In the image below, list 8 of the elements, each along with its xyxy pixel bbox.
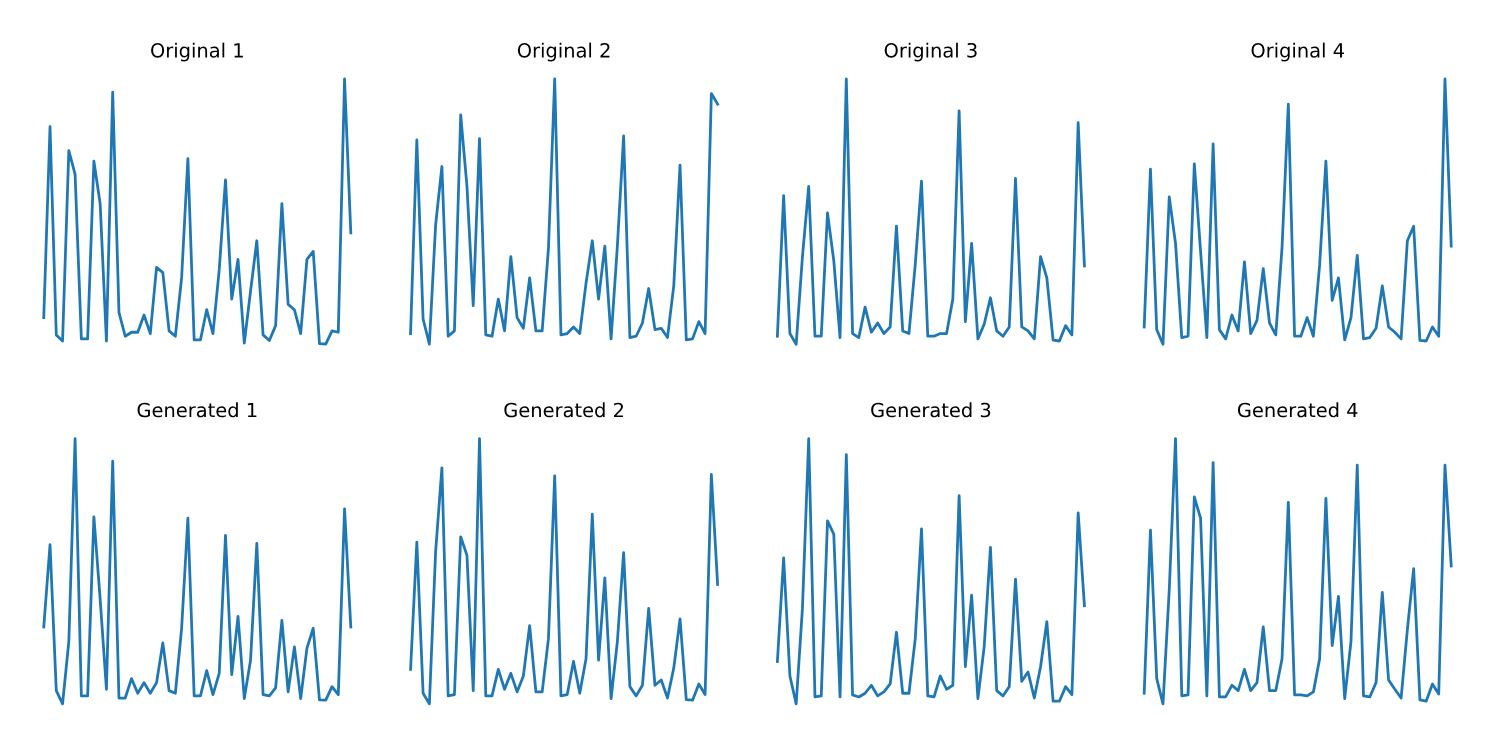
chart-title: Generated 4 — [1237, 402, 1358, 418]
chart-title: Original 3 — [884, 42, 977, 62]
chart-title: Original 2 — [517, 42, 610, 62]
chart-title: Original 4 — [1251, 42, 1344, 62]
chart-title: Original 1 — [151, 42, 243, 62]
chart-title: Generated 3 — [871, 402, 991, 418]
chart-title: Generated 1 — [137, 402, 257, 418]
chart-title: Generated 2 — [504, 402, 623, 418]
